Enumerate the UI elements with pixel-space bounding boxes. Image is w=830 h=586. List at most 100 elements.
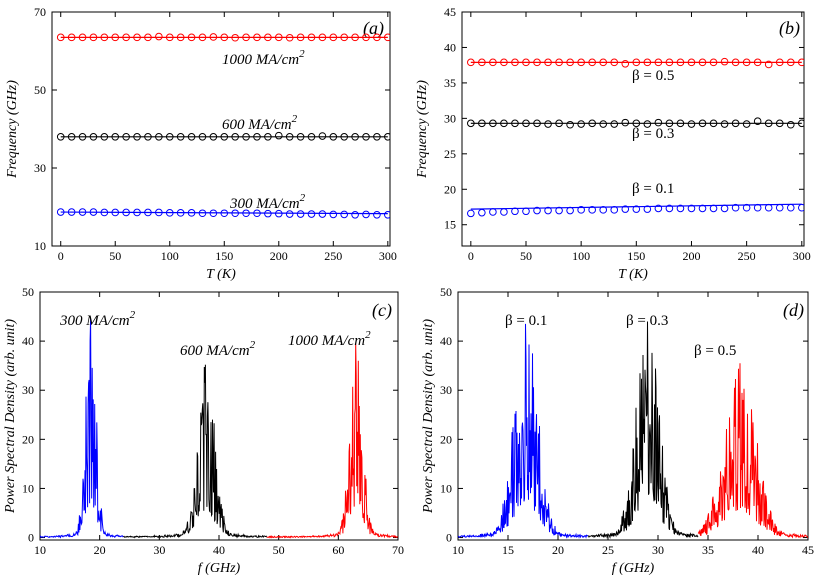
data-point [329,33,338,42]
data-point [198,33,207,42]
data-point [643,58,652,67]
data-point [351,33,359,42]
data-point [478,208,486,217]
data-point [588,58,596,67]
data-point [307,133,316,141]
data-point [577,58,585,67]
series-600-ma-cm2 [123,364,268,539]
data-point [698,58,707,67]
series-annotation: 1000 MA/cm2 [288,329,371,349]
data-point [731,203,740,212]
panel-label: (b) [779,18,800,39]
x-tick-label: 150 [627,249,645,263]
data-point [665,204,674,213]
data-point [133,133,141,141]
data-point [318,132,327,140]
data-point [187,133,196,141]
data-point [111,208,120,217]
data-point [242,209,250,218]
data-point [500,119,508,128]
data-point [555,58,563,67]
data-point [533,58,541,67]
annotation-superscript: 2 [130,309,136,321]
data-point [643,120,652,128]
data-point [511,58,519,67]
data-point [67,208,76,216]
y-tick-label: 45 [444,5,456,19]
series-annotation: β = 0.1 [632,181,674,197]
data-point [500,208,508,216]
x-tick-label: 50 [273,543,285,557]
data-point [231,209,239,218]
data-point [264,33,272,42]
data-point [610,120,619,128]
y-tick-label: 15 [444,218,456,232]
data-point [340,33,349,42]
data-point [242,33,250,42]
data-point [56,208,65,216]
y-tick-label: 40 [444,40,456,54]
plot-area [458,321,808,540]
series-600-ma-cm2 [56,131,390,141]
x-tick-label: 300 [793,249,811,263]
y-tick-label: 30 [444,111,456,125]
plot-area [56,32,390,219]
x-tick-label: 200 [682,249,700,263]
x-axis-label: T (K) [206,267,236,282]
y-tick-label: 35 [444,76,456,90]
data-point [764,203,773,212]
y-axis-label: Power Spectral Density (arb. unit) [421,319,436,514]
data-point [544,58,552,67]
data-point [643,205,652,213]
annotation-superscript: 2 [299,48,305,60]
data-point [340,133,349,141]
data-point [775,119,784,128]
data-point [764,119,773,128]
series--0-5 [467,57,804,69]
data-point [198,209,207,218]
panel-label: (a) [363,18,384,39]
data-point [753,117,762,125]
data-point [654,118,663,127]
data-point [478,58,486,67]
data-point [362,33,370,42]
data-point [654,58,663,67]
data-point [274,33,283,42]
data-point [621,59,630,68]
series-annotation: 600 MA/cm2 [180,339,256,359]
series-300-ma-cm2 [40,318,124,539]
x-tick-label: 30 [652,543,664,557]
x-tick-label: 0 [468,249,474,263]
y-tick-label: 50 [34,83,46,97]
data-point [242,133,250,141]
spectrum-line [40,318,124,539]
data-point [144,133,152,141]
data-point [351,133,359,141]
data-point [285,33,294,42]
data-point [467,119,475,128]
y-tick-label: 70 [34,5,46,19]
data-point [621,205,630,213]
data-point [588,119,596,128]
x-axis-label: f (GHz) [198,561,241,576]
spectrum-line [266,343,398,539]
y-tick-label: 10 [22,481,34,495]
data-point [329,133,338,141]
data-point [742,203,751,212]
data-point [533,119,541,128]
data-point [709,119,718,128]
data-point [676,58,685,67]
data-point [78,208,87,216]
data-point [384,211,390,219]
data-point [56,133,65,141]
plot-area [40,318,398,539]
x-tick-label: 15 [502,543,514,557]
data-point [307,210,316,218]
data-point [231,133,239,141]
data-point [632,58,641,67]
data-point [122,208,130,217]
data-point [373,211,381,219]
data-point [786,203,795,212]
data-point [731,119,740,128]
